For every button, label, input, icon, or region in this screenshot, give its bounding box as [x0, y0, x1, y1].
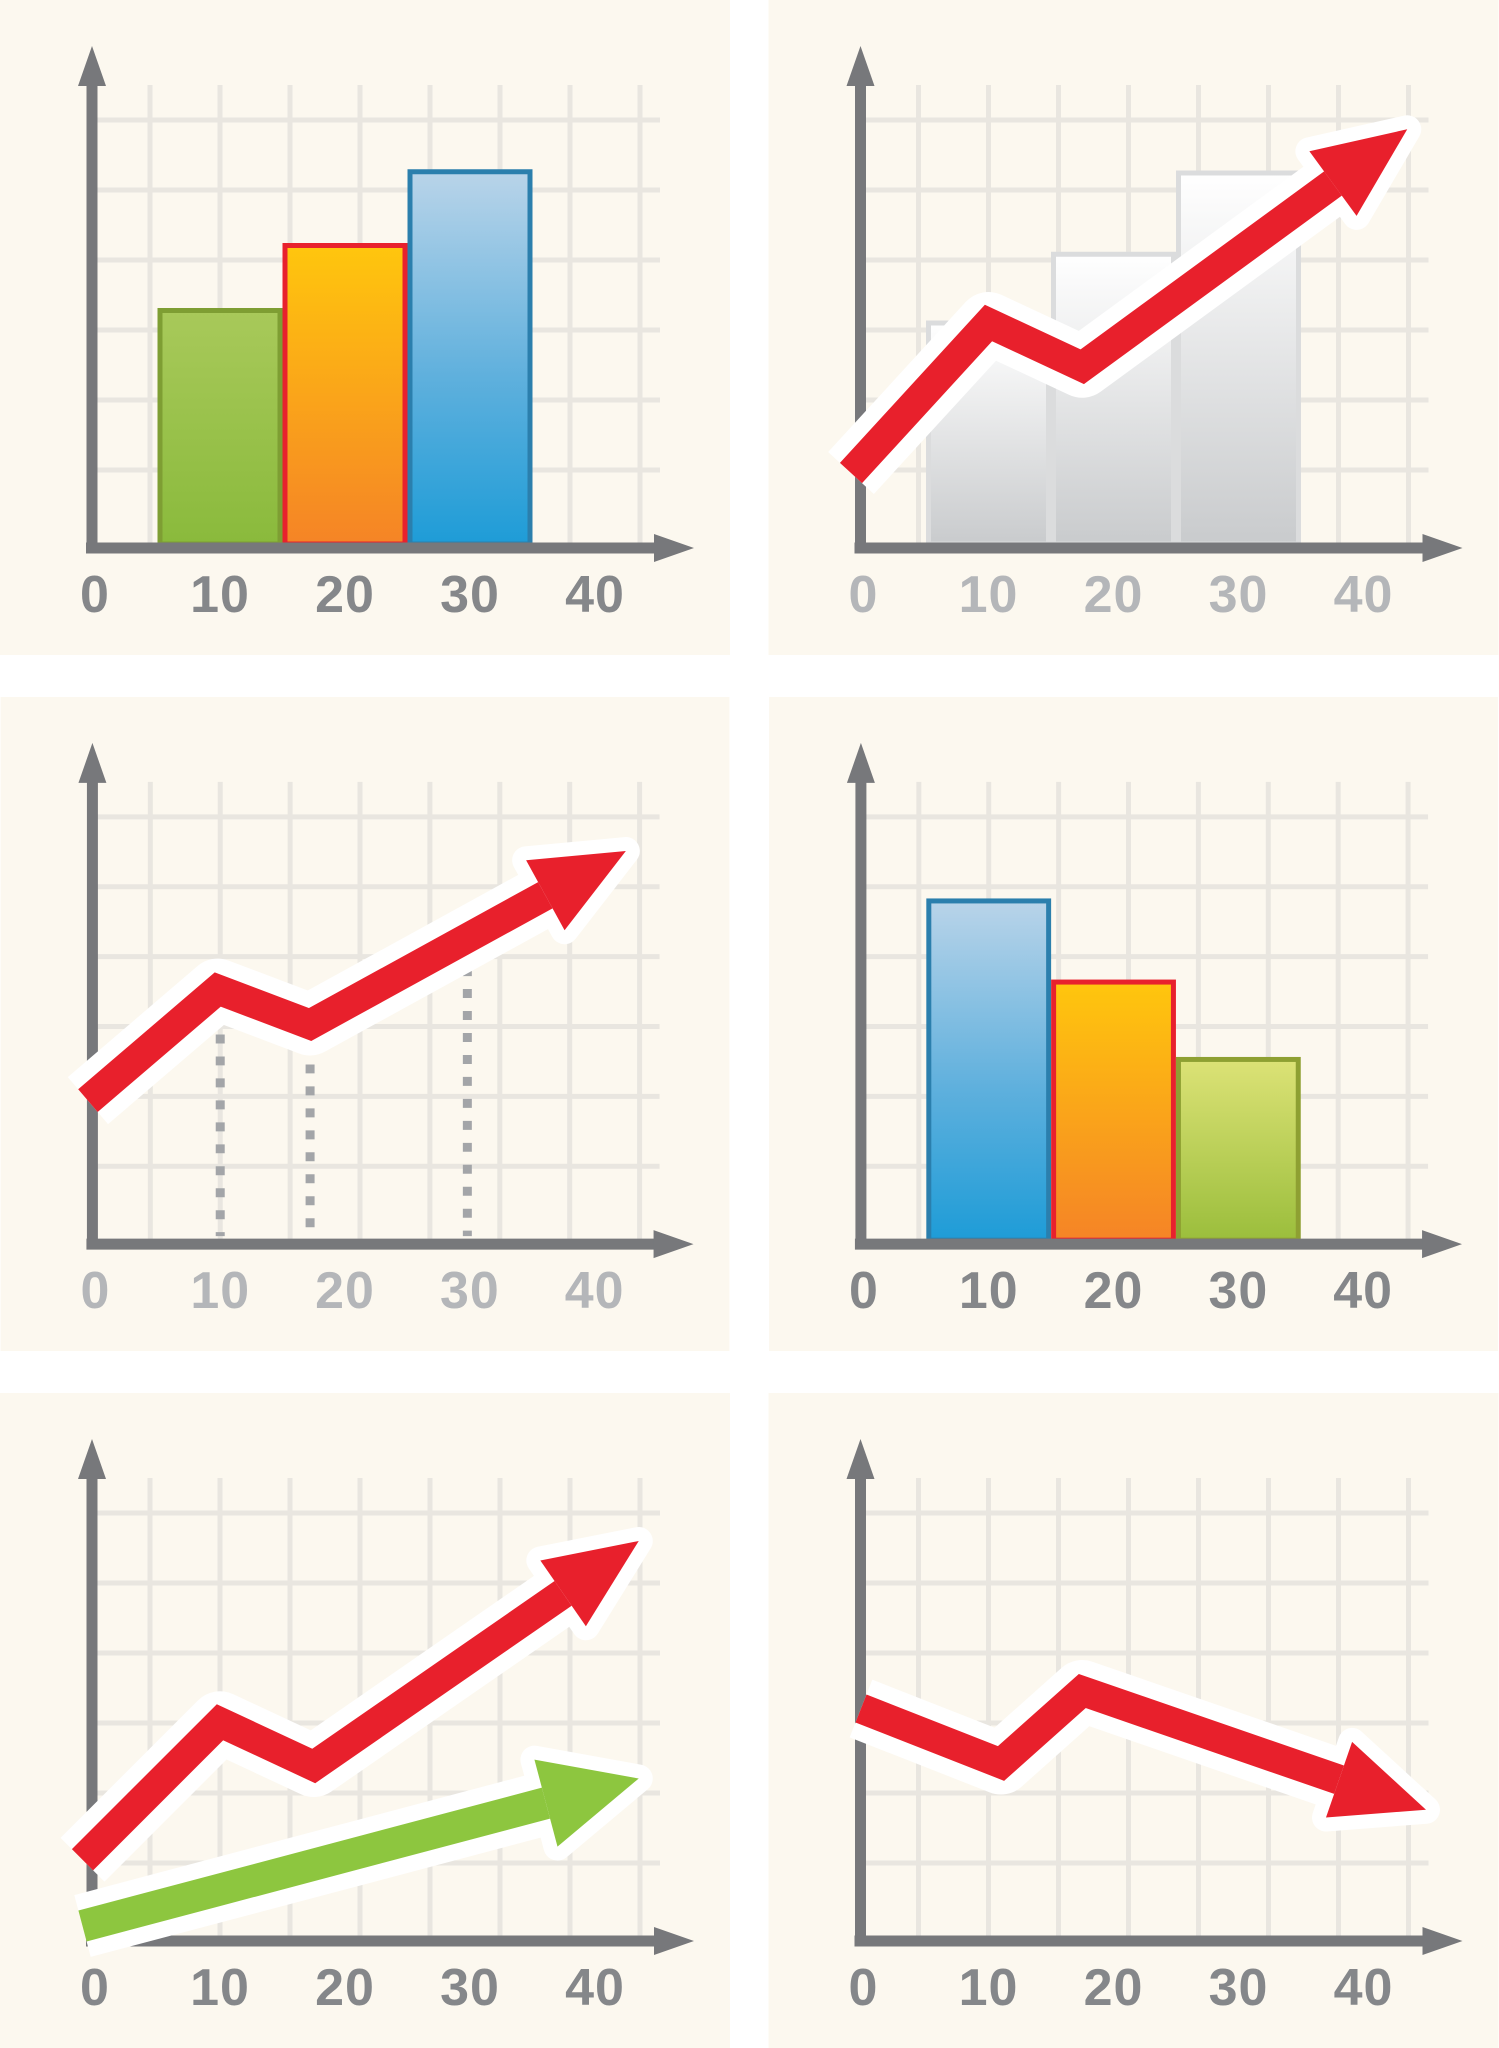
y-axis-arrowhead-icon: [78, 1439, 106, 1479]
axes: [78, 46, 694, 562]
x-axis-arrowhead-icon: [1422, 1927, 1463, 1955]
arrow-head: [526, 851, 626, 931]
x-tick-label: 10: [190, 1262, 250, 1320]
panel-ascending-bar-chart: 0 10 20 30 40: [0, 0, 730, 655]
x-tick-label: 10: [959, 1959, 1019, 2017]
x-axis-arrowhead-icon: [654, 1927, 694, 1955]
x-tick-label: 40: [565, 1959, 625, 2017]
x-tick-label: 40: [1334, 1959, 1394, 2017]
x-tick-labels: 0 10 20 30 40: [80, 1262, 625, 1320]
rising-arrow-with-dotted-guides: 0 10 20 30 40: [0, 697, 730, 1351]
x-tick-label: 30: [1209, 1959, 1269, 2017]
arrow-shaft: [78, 882, 553, 1113]
bar: [1051, 979, 1176, 1243]
trend-arrow: [828, 115, 1422, 494]
arrow-shaft: [71, 1581, 572, 1871]
x-tick-labels: 0 10 20 30 40: [849, 1262, 1393, 1320]
x-tick-label: 0: [849, 566, 879, 624]
y-axis-arrowhead-icon: [846, 46, 875, 86]
x-tick-labels: 0 10 20 30 40: [80, 566, 625, 624]
y-axis-arrowhead-icon: [78, 46, 106, 86]
x-tick-label: 0: [80, 1959, 110, 2017]
dual-rising-arrows: 0 10 20 30 40: [0, 1393, 730, 2048]
x-tick-label: 10: [190, 1959, 250, 2017]
trend-arrow: [74, 1745, 653, 1957]
x-tick-label: 30: [1208, 1262, 1268, 1320]
x-tick-label: 10: [959, 1262, 1019, 1320]
x-tick-label: 40: [1334, 566, 1394, 624]
y-axis-arrowhead-icon: [846, 742, 875, 783]
descending-bar-chart: 0 10 20 30 40: [769, 697, 1498, 1351]
trend-arrow: [849, 1660, 1440, 1832]
bar: [157, 308, 283, 547]
bar: [407, 169, 533, 547]
bar-chart-with-rising-arrow: 0 10 20 30 40: [768, 0, 1499, 655]
panel-rising-arrow-with-dotted-guides: 0 10 20 30 40: [0, 697, 730, 1351]
axes: [846, 1439, 1463, 1955]
arrow-head: [540, 1541, 639, 1627]
arrow-shaft: [855, 1673, 1344, 1794]
bar: [282, 243, 408, 547]
x-tick-label: 0: [849, 1262, 879, 1320]
axes: [846, 742, 1462, 1259]
x-tick-label: 30: [440, 1262, 500, 1320]
x-tick-label: 20: [1084, 566, 1144, 624]
panel-descending-bar-chart: 0 10 20 30 40: [768, 697, 1499, 1351]
x-tick-label: 10: [190, 566, 250, 624]
x-tick-label: 0: [80, 1262, 110, 1320]
x-tick-label: 0: [80, 566, 110, 624]
x-tick-label: 20: [1084, 1262, 1144, 1320]
x-tick-label: 10: [959, 566, 1019, 624]
x-tick-labels: 0 10 20 30 40: [849, 1959, 1394, 2017]
x-tick-label: 20: [315, 1262, 375, 1320]
x-tick-label: 30: [440, 566, 500, 624]
trend-arrow: [60, 1527, 653, 1882]
x-tick-label: 40: [565, 1262, 625, 1320]
bar: [926, 898, 1052, 1243]
x-tick-label: 20: [315, 1959, 375, 2017]
bar: [1175, 1056, 1301, 1243]
arrow-head: [1309, 129, 1408, 216]
ascending-bar-chart: 0 10 20 30 40: [0, 0, 730, 655]
panel-bar-chart-with-rising-arrow: 0 10 20 30 40: [768, 0, 1499, 655]
x-axis-arrowhead-icon: [654, 534, 694, 562]
x-axis-arrowhead-icon: [653, 1230, 694, 1259]
x-tick-label: 20: [1084, 1959, 1144, 2017]
y-axis-arrowhead-icon: [846, 1439, 875, 1479]
panel-declining-arrow-chart: 0 10 20 30 40: [768, 1393, 1499, 2048]
axes: [78, 742, 694, 1259]
x-tick-label: 30: [440, 1959, 500, 2017]
arrow-shaft: [839, 171, 1342, 484]
x-tick-label: 0: [849, 1959, 879, 2017]
x-tick-label: 20: [315, 566, 375, 624]
x-tick-label: 30: [1209, 566, 1269, 624]
x-axis-arrowhead-icon: [1422, 534, 1463, 562]
x-tick-label: 40: [565, 566, 625, 624]
x-axis-arrowhead-icon: [1422, 1230, 1462, 1259]
x-tick-labels: 0 10 20 30 40: [80, 1959, 625, 2017]
x-tick-label: 40: [1333, 1262, 1393, 1320]
trend-arrow: [67, 837, 640, 1125]
arrow-head: [1325, 1741, 1426, 1818]
declining-arrow-chart: 0 10 20 30 40: [768, 1393, 1499, 2048]
x-tick-labels: 0 10 20 30 40: [849, 566, 1394, 624]
arrow-shaft: [78, 1787, 551, 1942]
panel-dual-rising-arrows: 0 10 20 30 40: [0, 1393, 730, 2048]
arrow-head: [534, 1759, 639, 1847]
y-axis-arrowhead-icon: [78, 742, 107, 783]
